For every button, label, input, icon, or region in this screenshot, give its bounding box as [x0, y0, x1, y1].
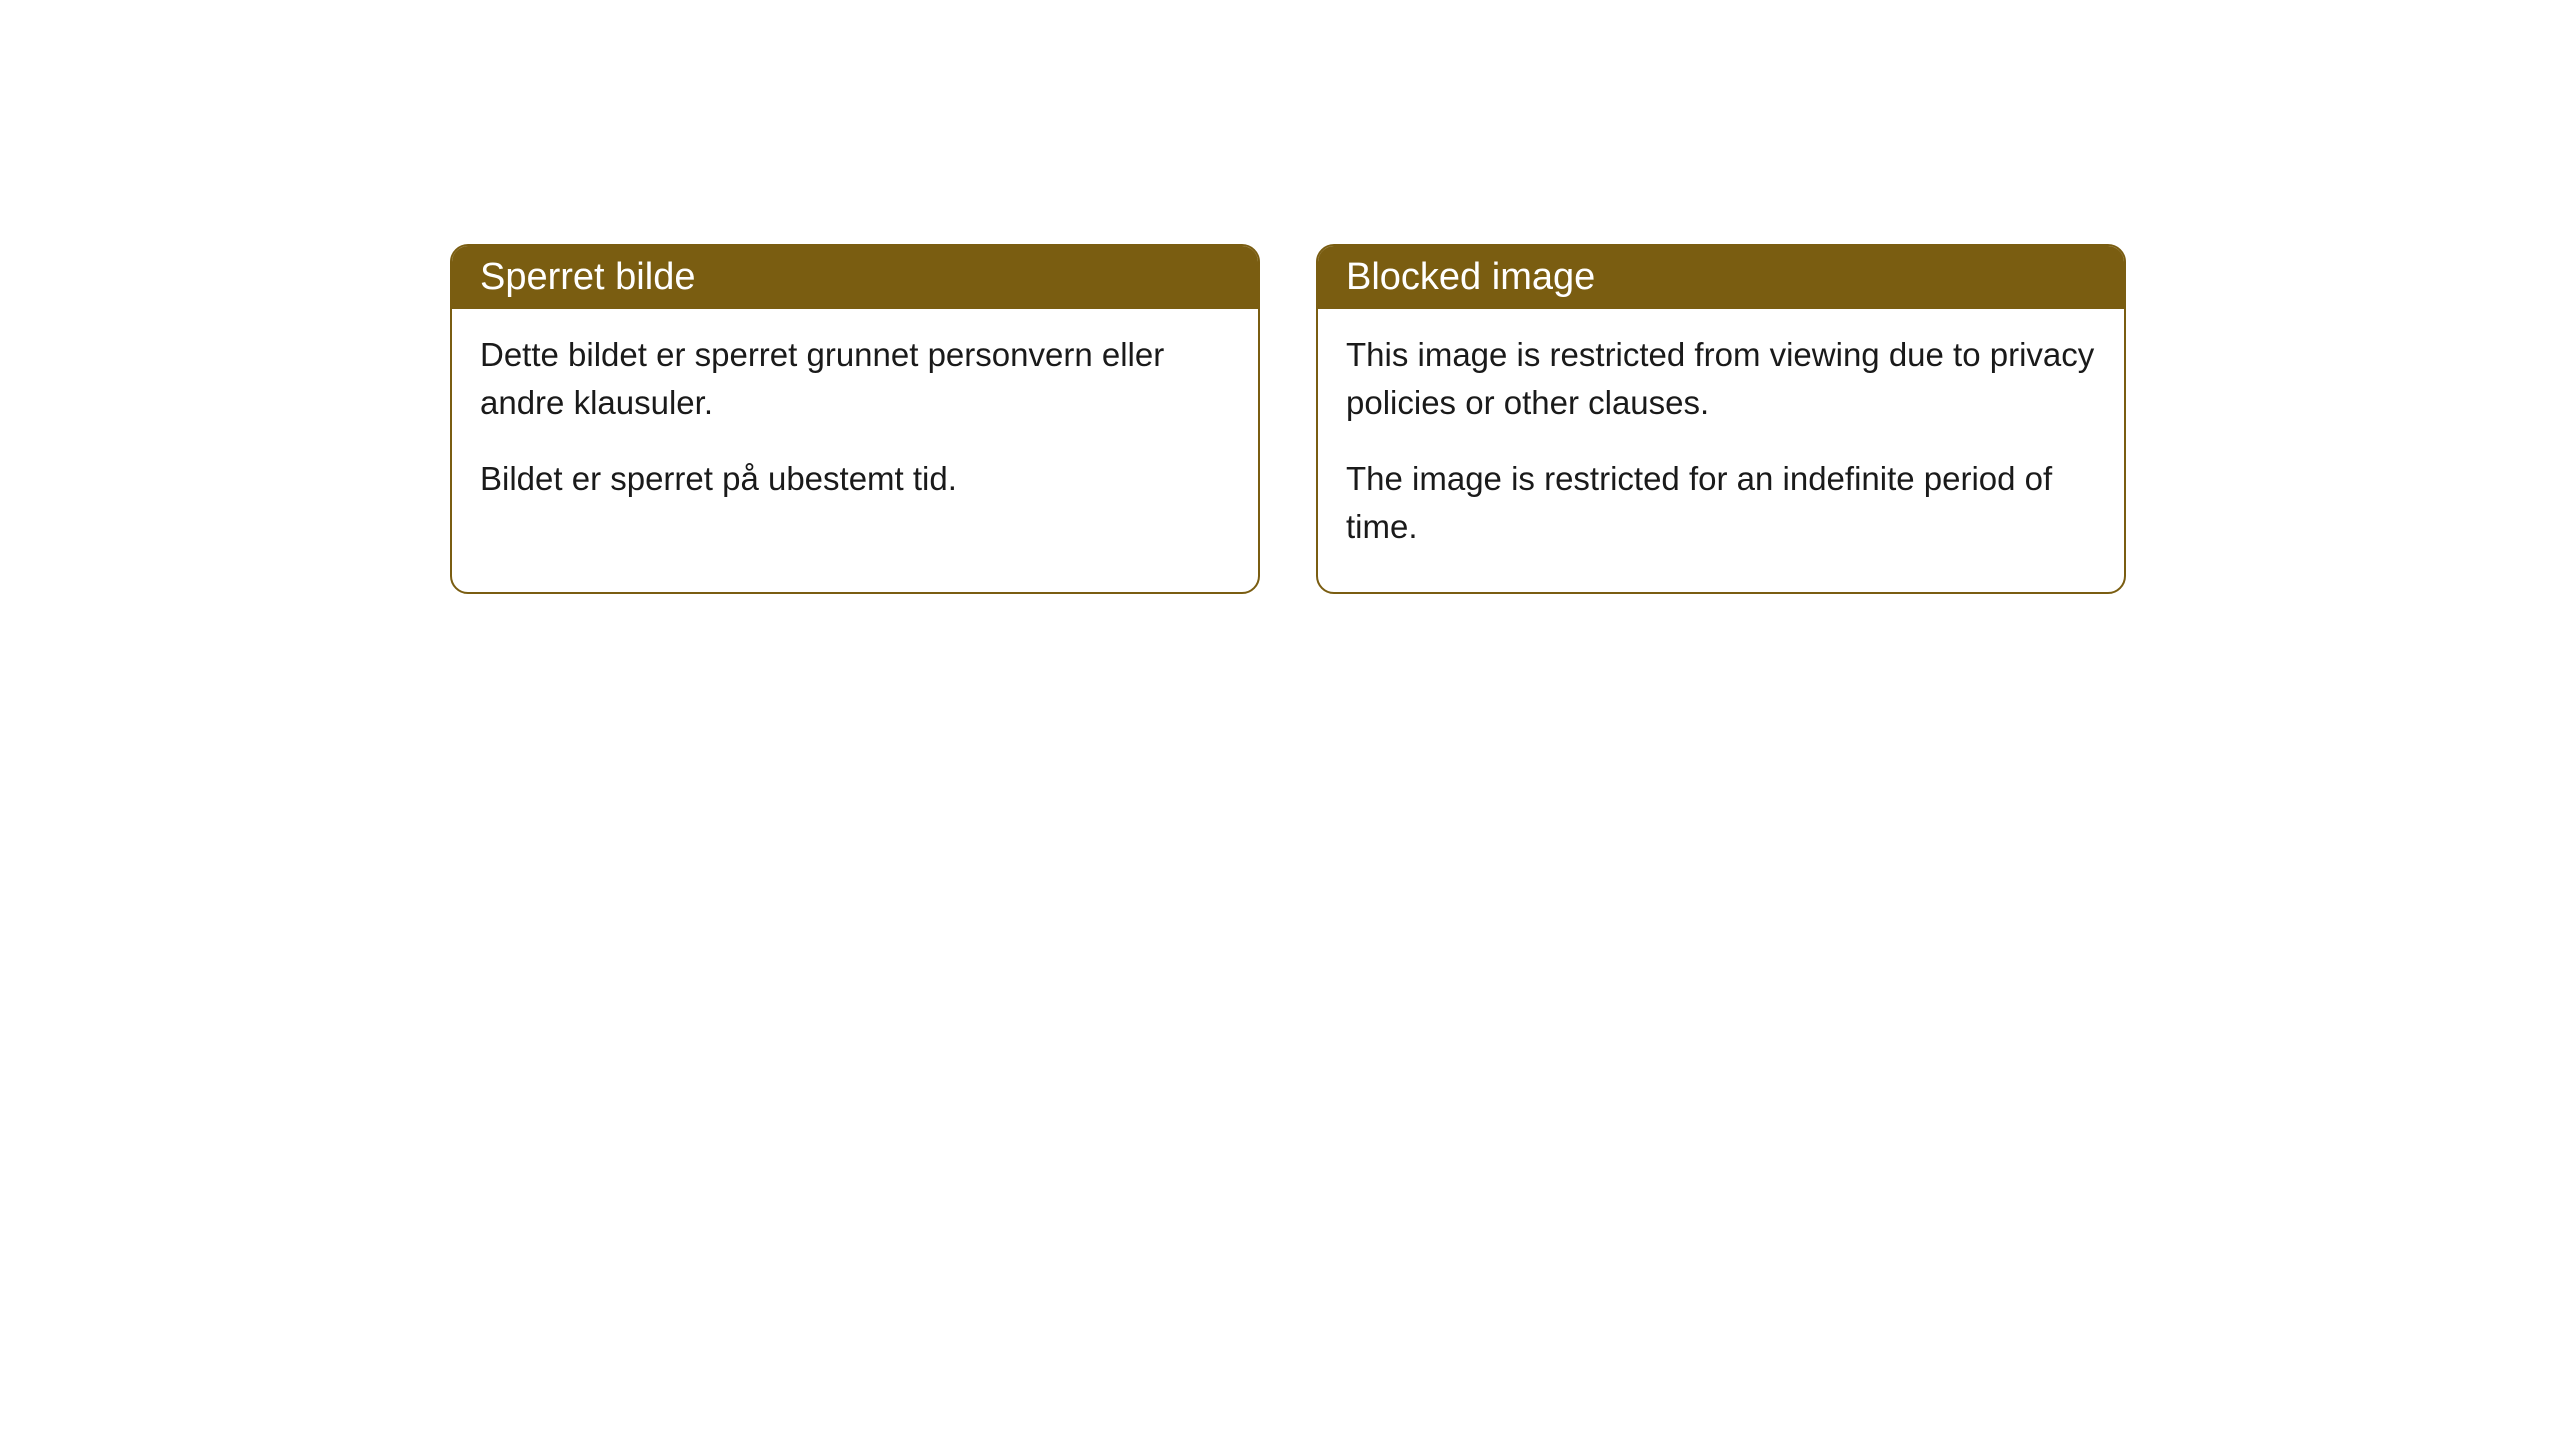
- notice-paragraph: This image is restricted from viewing du…: [1346, 331, 2096, 427]
- notice-body-english: This image is restricted from viewing du…: [1318, 309, 2124, 592]
- notice-paragraph: The image is restricted for an indefinit…: [1346, 455, 2096, 551]
- notice-header-english: Blocked image: [1318, 246, 2124, 309]
- notice-header-norwegian: Sperret bilde: [452, 246, 1258, 309]
- notice-body-norwegian: Dette bildet er sperret grunnet personve…: [452, 309, 1258, 545]
- notice-title: Blocked image: [1346, 256, 1595, 298]
- notice-card-norwegian: Sperret bilde Dette bildet er sperret gr…: [450, 244, 1260, 594]
- notice-title: Sperret bilde: [480, 256, 695, 298]
- notice-card-english: Blocked image This image is restricted f…: [1316, 244, 2126, 594]
- notice-container: Sperret bilde Dette bildet er sperret gr…: [0, 0, 2560, 594]
- notice-paragraph: Dette bildet er sperret grunnet personve…: [480, 331, 1230, 427]
- notice-paragraph: Bildet er sperret på ubestemt tid.: [480, 455, 1230, 503]
